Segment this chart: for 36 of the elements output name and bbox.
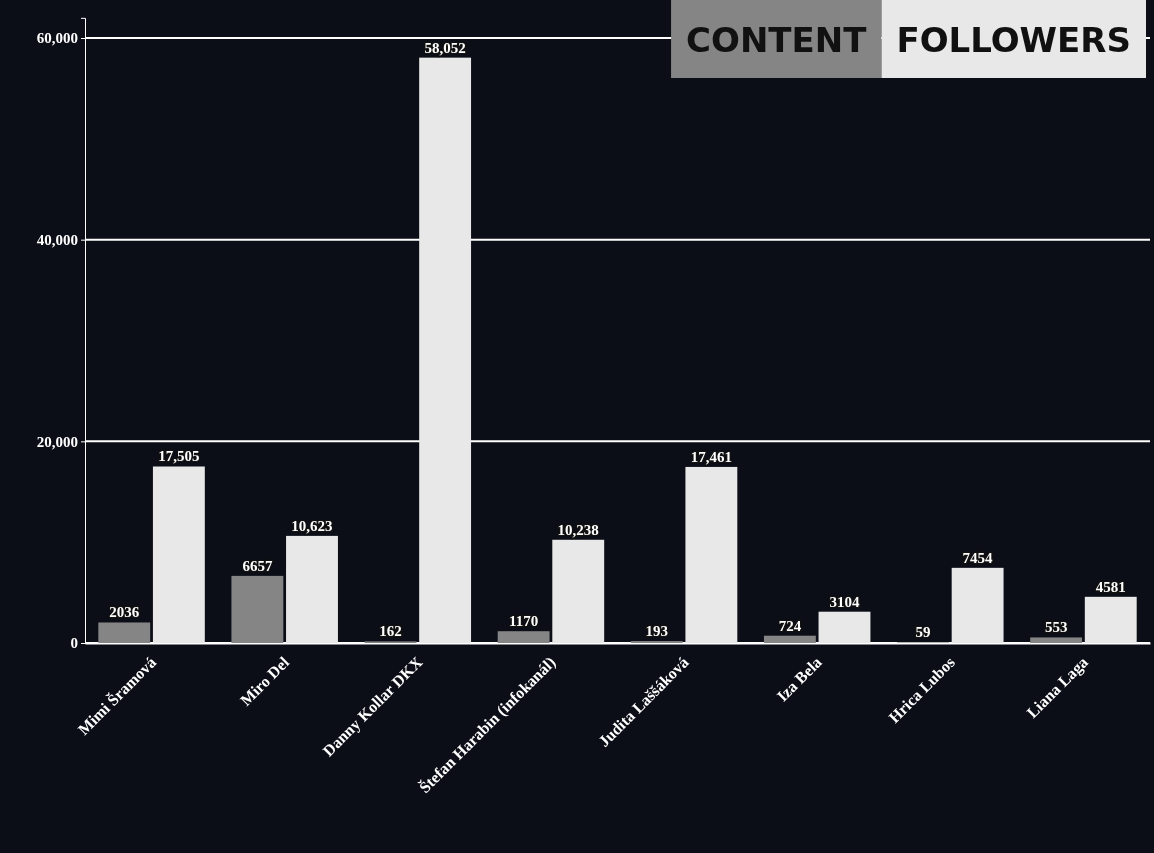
text: 17,505 [158, 448, 200, 465]
bar [1030, 637, 1083, 643]
text: 2036 [109, 604, 140, 621]
x-tick-label: Iza Bela [773, 653, 825, 705]
bar [286, 535, 338, 643]
bar [763, 635, 816, 643]
bar [685, 466, 738, 643]
text: 162 [379, 623, 402, 640]
text: 17,461 [690, 448, 732, 465]
text: 4581 [1095, 578, 1126, 595]
bar [419, 57, 472, 643]
text: 553 [1044, 619, 1068, 636]
text: CONTENT [686, 20, 868, 60]
y-tick-label: 20,000 [36, 433, 78, 450]
y-tick-label: 0 [70, 635, 78, 652]
text: 7454 [962, 549, 993, 566]
bar [98, 622, 151, 643]
text: 1170 [509, 613, 539, 630]
bar [152, 466, 205, 643]
text: 193 [645, 623, 668, 640]
text: 10,238 [557, 521, 599, 538]
y-tick-label: 60,000 [36, 30, 78, 47]
bar [818, 611, 871, 643]
y-tick-label: 40,000 [36, 231, 78, 248]
bar [231, 575, 284, 643]
text: 724 [778, 617, 802, 634]
bar [552, 539, 605, 643]
text: FOLLOWERS [896, 20, 1131, 60]
text: 10,623 [291, 517, 333, 534]
text: 3104 [829, 593, 860, 610]
text: 59 [915, 624, 931, 641]
bar [951, 567, 1004, 643]
text: 58,052 [424, 39, 466, 56]
text: 6657 [242, 557, 273, 574]
bar [1084, 596, 1137, 643]
bar [497, 631, 550, 643]
